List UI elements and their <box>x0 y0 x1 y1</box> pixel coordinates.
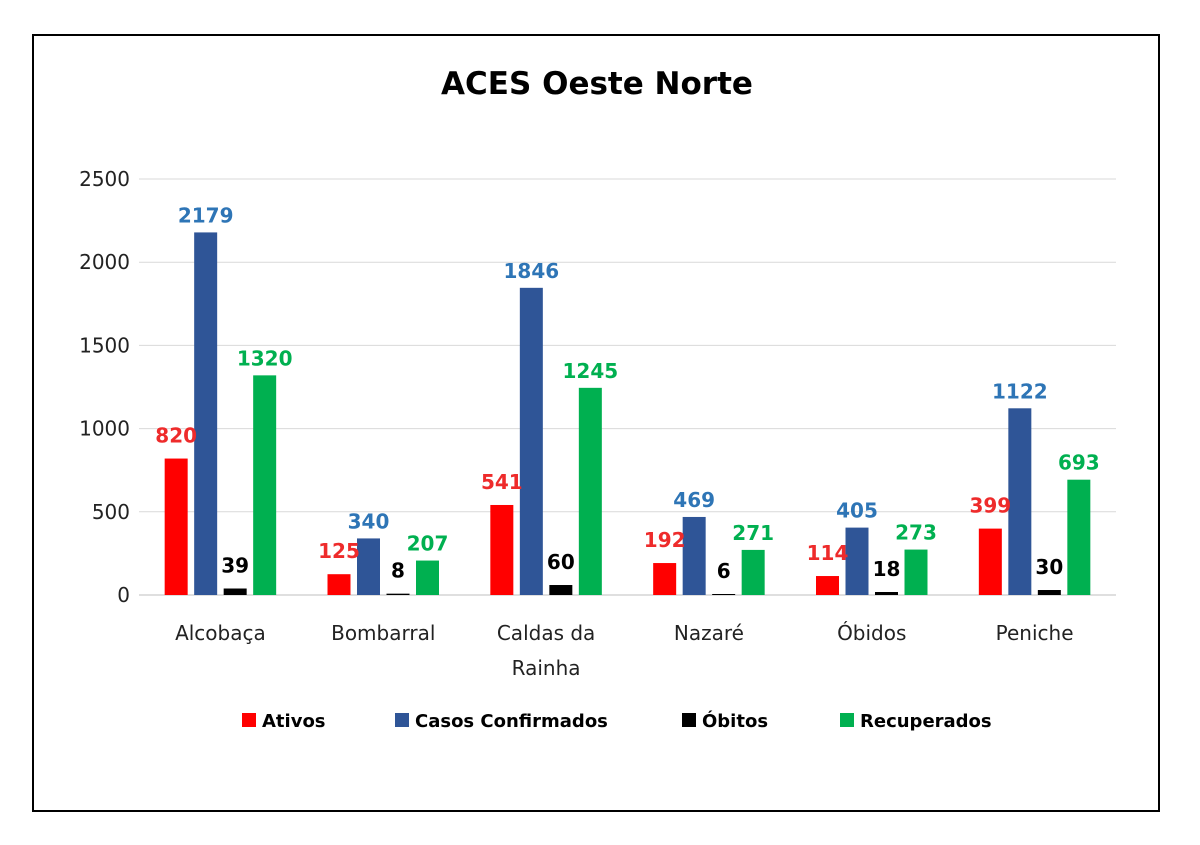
gridlines <box>139 178 1116 596</box>
bar <box>327 574 351 595</box>
bar <box>1067 479 1091 595</box>
data-label: 60 <box>547 550 575 574</box>
bar <box>519 287 543 595</box>
data-label: 207 <box>407 532 449 556</box>
bar <box>253 375 277 595</box>
y-axis: 0 500 1000 1500 2000 2500 <box>79 167 130 607</box>
data-label: 1846 <box>503 259 559 283</box>
bar <box>653 563 677 595</box>
bar <box>549 585 573 595</box>
data-label: 8 <box>391 559 405 583</box>
bar <box>875 592 898 595</box>
legend-swatch <box>395 713 409 727</box>
data-label: 6 <box>717 559 731 583</box>
data-label: 1320 <box>237 346 293 370</box>
bar <box>1037 590 1061 595</box>
x-tick-label: Rainha <box>512 656 581 680</box>
data-label: 39 <box>221 554 249 578</box>
x-tick-label: Peniche <box>996 621 1074 645</box>
x-tick-label: Alcobaça <box>175 621 266 645</box>
x-tick-label: Caldas da <box>497 621 595 645</box>
bar <box>386 593 410 595</box>
data-label: 469 <box>673 488 715 512</box>
x-tick-label: Óbidos <box>837 621 906 645</box>
chart-frame: ACES Oeste Norte 0 500 1000 1500 2000 2500 82… <box>32 34 1160 812</box>
data-label: 399 <box>969 494 1011 518</box>
bar <box>223 588 247 595</box>
x-tick-label: Nazaré <box>674 621 744 645</box>
bar <box>741 549 765 595</box>
bar <box>978 528 1002 595</box>
x-axis: Alcobaça Bombarral Caldas da Rainha Nazaré Ób… <box>175 621 1073 680</box>
bar <box>1008 408 1032 595</box>
legend-label: Casos Confirmados <box>415 711 608 732</box>
bar <box>904 549 928 595</box>
y-tick-label: 1500 <box>79 333 130 357</box>
bar <box>194 232 218 595</box>
data-label: 1122 <box>992 379 1048 403</box>
legend: Ativos Casos Confirmados Óbitos Recuperados <box>242 710 992 732</box>
bar <box>816 576 839 595</box>
bar <box>712 594 736 595</box>
bar <box>845 527 869 595</box>
data-label: 18 <box>873 557 901 581</box>
legend-swatch <box>840 713 854 727</box>
bar <box>357 538 380 595</box>
data-label: 1245 <box>562 359 618 383</box>
data-label: 114 <box>807 541 849 565</box>
data-label: 820 <box>155 424 197 448</box>
data-label: 125 <box>318 539 360 563</box>
data-label: 541 <box>481 470 523 494</box>
y-tick-label: 1000 <box>79 417 130 441</box>
x-tick-label: Bombarral <box>331 621 435 645</box>
data-label: 30 <box>1035 555 1063 579</box>
legend-swatch <box>242 713 256 727</box>
chart-title: ACES Oeste Norte <box>441 66 753 102</box>
data-label: 271 <box>732 521 774 545</box>
y-tick-label: 0 <box>117 583 130 607</box>
bars <box>164 232 1091 595</box>
bar <box>164 458 188 595</box>
legend-label: Óbitos <box>702 710 768 732</box>
bar <box>578 387 602 595</box>
bar <box>682 516 706 595</box>
data-label: 273 <box>895 521 937 545</box>
legend-swatch <box>682 713 696 727</box>
y-tick-label: 2000 <box>79 250 130 274</box>
data-label: 2179 <box>178 203 234 227</box>
data-label: 405 <box>836 499 878 523</box>
legend-label: Ativos <box>262 711 326 732</box>
y-tick-label: 500 <box>92 500 130 524</box>
data-label: 693 <box>1058 451 1100 475</box>
data-label: 340 <box>348 509 390 533</box>
y-tick-label: 2500 <box>79 167 130 191</box>
bar <box>416 560 439 595</box>
bar <box>490 504 514 595</box>
legend-label: Recuperados <box>860 711 992 732</box>
data-label: 192 <box>644 528 686 552</box>
